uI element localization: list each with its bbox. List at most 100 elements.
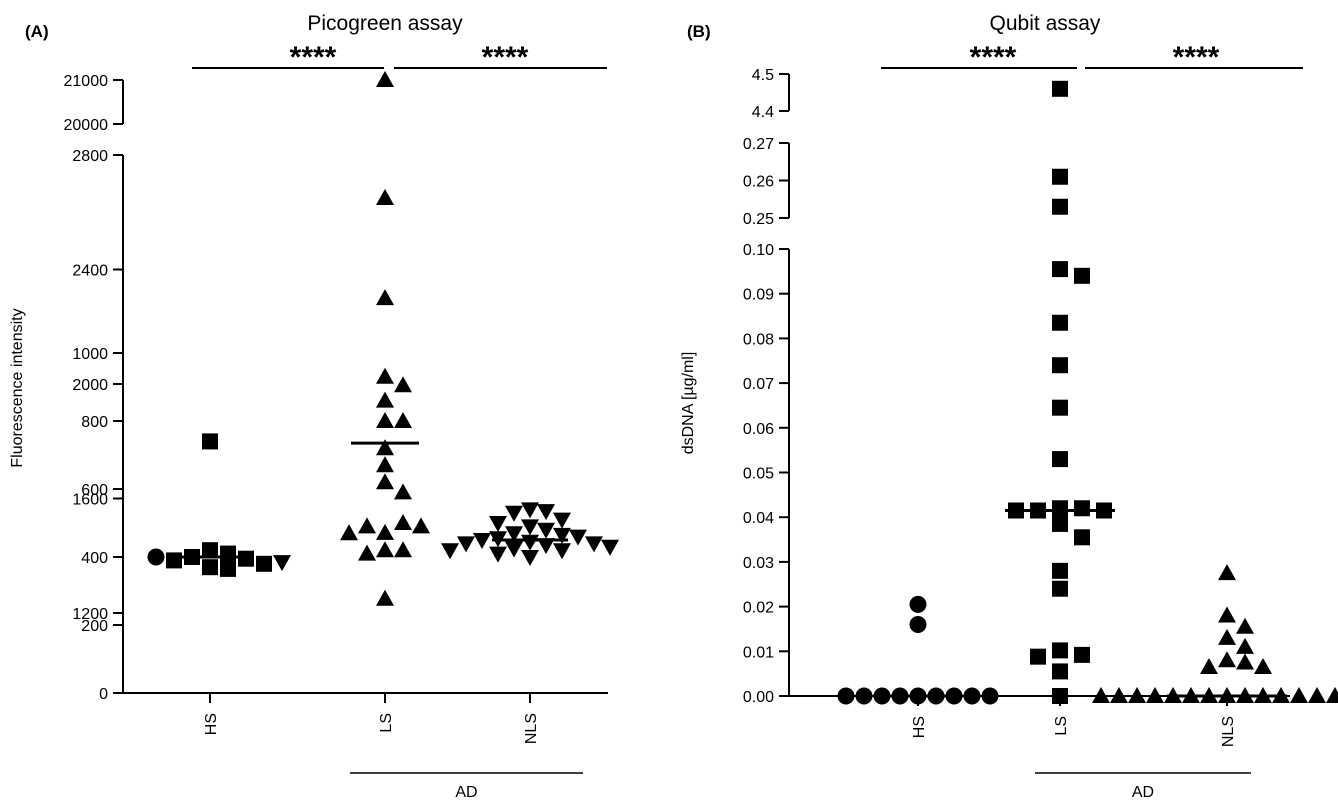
x-tick-label: LS: [1053, 716, 1070, 736]
y-tick-label: 1000: [72, 346, 108, 363]
y-tick-label: 0.04: [743, 510, 774, 527]
data-point-triangle-down: [505, 505, 523, 522]
panel-letter: (A): [25, 22, 49, 41]
y-tick-label: 4.5: [752, 67, 774, 84]
data-point-triangle-down: [521, 550, 539, 566]
data-point-triangle-up: [1218, 606, 1236, 623]
data-point-triangle-down: [601, 539, 619, 556]
y-tick-label: 1600: [72, 492, 108, 509]
data-point-square: [1074, 529, 1090, 546]
x-tick-label: NLS: [1220, 716, 1237, 747]
data-point-square: [1052, 399, 1068, 416]
significance-marker: ****: [290, 41, 337, 74]
data-point-circle: [981, 687, 999, 705]
significance-marker: ****: [482, 41, 529, 74]
y-tick-label: 0.00: [743, 689, 774, 706]
data-point-triangle-up: [1146, 687, 1164, 703]
y-tick-label: 0.26: [743, 174, 774, 191]
y-tick-label: 0: [99, 686, 108, 703]
y-tick-label: 0.05: [743, 466, 774, 483]
data-point-square: [1074, 646, 1090, 663]
data-point-triangle-up: [1308, 687, 1326, 703]
y-axis-label: dsDNA [µg/ml]: [680, 352, 697, 455]
y-tick-label: 0.10: [743, 242, 774, 259]
data-point-square: [1052, 642, 1068, 659]
y-tick-label: 0.25: [743, 211, 774, 228]
data-point-circle: [837, 687, 855, 705]
data-point-triangle-up: [340, 524, 358, 541]
data-point-triangle-down: [553, 527, 571, 544]
data-point-triangle-down: [569, 529, 587, 546]
data-point-square: [1030, 648, 1046, 665]
data-point-triangle-up: [1326, 687, 1338, 703]
data-point-square: [1052, 500, 1068, 517]
data-point-triangle-down: [537, 538, 555, 555]
y-tick-label: 1200: [72, 606, 108, 623]
data-point-triangle-up: [376, 541, 394, 558]
data-point-triangle-up: [1110, 687, 1128, 703]
y-axis-label: Fluorescence intensity: [9, 308, 26, 467]
data-point-triangle-up: [394, 514, 412, 530]
data-point-triangle-down: [553, 512, 571, 529]
group-label: AD: [1132, 784, 1154, 801]
data-point-square: [1052, 451, 1068, 468]
y-tick-label: 200: [81, 618, 108, 635]
data-point-triangle-down: [273, 555, 291, 572]
y-tick-label: 2400: [72, 263, 108, 280]
data-point-square: [1052, 357, 1068, 374]
data-point-square: [202, 559, 218, 576]
data-point-triangle-up: [1092, 687, 1110, 703]
data-point-square: [220, 560, 236, 577]
data-point-triangle-up: [1218, 564, 1236, 581]
y-tick-label: 0.08: [743, 331, 774, 348]
data-point-square: [1052, 688, 1068, 704]
data-point-triangle-up: [376, 456, 394, 473]
data-point-triangle-down: [505, 541, 523, 558]
data-point-triangle-up: [376, 71, 394, 87]
data-point-triangle-up: [376, 188, 394, 205]
data-point-circle: [909, 595, 927, 613]
data-point-triangle-up: [1128, 687, 1146, 703]
data-point-triangle-down: [521, 534, 539, 551]
data-point-triangle-up: [394, 376, 412, 393]
data-point-triangle-down: [521, 519, 539, 536]
data-point-triangle-up: [376, 523, 394, 540]
y-tick-label: 2000: [72, 377, 108, 394]
y-tick-label: 0.01: [743, 644, 774, 661]
data-point-triangle-up: [376, 439, 394, 456]
data-point-triangle-up: [1218, 628, 1236, 645]
data-point-triangle-up: [376, 473, 394, 490]
y-tick-label: 20000: [64, 117, 109, 134]
y-tick-label: 0.06: [743, 421, 774, 438]
data-point-triangle-down: [585, 536, 603, 553]
data-point-triangle-down: [473, 533, 491, 549]
chart-title: Qubit assay: [990, 12, 1101, 35]
significance-marker: ****: [1173, 41, 1220, 74]
data-point-triangle-down: [489, 516, 507, 532]
data-point-triangle-up: [394, 483, 412, 500]
y-tick-label: 0.02: [743, 600, 774, 617]
data-point-triangle-down: [521, 502, 539, 519]
data-point-triangle-up: [376, 412, 394, 428]
y-tick-label: 400: [81, 550, 108, 567]
data-point-square: [1052, 80, 1068, 97]
x-tick-label: HS: [911, 716, 928, 738]
data-point-square: [220, 545, 236, 562]
y-tick-label: 0.03: [743, 555, 774, 572]
data-point-triangle-up: [376, 367, 394, 384]
x-tick-label: NLS: [523, 713, 540, 744]
data-point-triangle-down: [537, 504, 555, 521]
data-point-triangle-up: [376, 391, 394, 408]
data-point-square: [1052, 515, 1068, 532]
data-point-triangle-up: [1236, 637, 1254, 654]
data-point-square: [1052, 562, 1068, 579]
group-label: AD: [455, 784, 477, 801]
y-tick-label: 800: [81, 414, 108, 431]
data-point-square: [1074, 267, 1090, 284]
y-tick-label: 0.09: [743, 287, 774, 304]
data-point-square: [1052, 580, 1068, 597]
data-point-triangle-up: [1236, 617, 1254, 634]
significance-marker: ****: [970, 41, 1017, 74]
data-point-triangle-up: [358, 517, 376, 534]
